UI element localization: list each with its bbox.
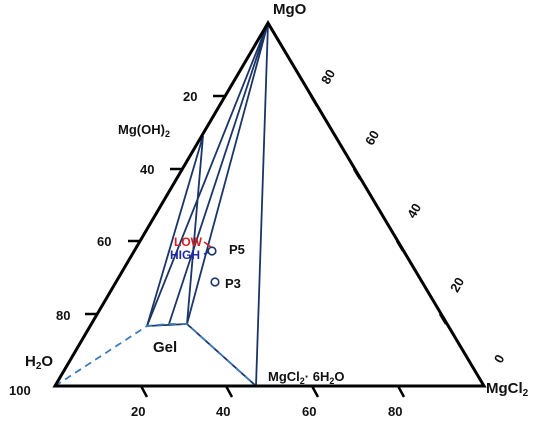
left-tick-label-40: 40 [140,162,154,177]
phase-line-mgo-to-gel-left [146,22,269,327]
point-p3-label: P3 [225,276,241,291]
vertex-label-mgo: MgO [273,1,307,18]
point-p5-label: P5 [229,242,245,257]
bottom-tick-label-20: 20 [131,404,145,419]
phase-line-mgoh2-to-gel [186,135,204,325]
left-axis-ticks [85,94,225,316]
left-tick-label-60: 60 [97,234,111,249]
bottom-tick-80 [396,385,406,398]
phase-line-mgoh2-to-water [146,135,204,327]
right-tick-label-60: 60 [362,128,382,148]
right-tick-label-20: 20 [447,275,467,295]
high-arrow [203,251,210,255]
low-arrow [203,241,212,248]
vertex-label-h2o-sub: 2 [36,361,42,372]
bottom-tick-40 [224,385,234,398]
bottom-tick-label-60: 60 [302,404,316,419]
gel-boundary-line [54,323,257,387]
left-tick-label-100: 100 [9,383,31,398]
right-tick-40 [395,240,405,252]
left-tick-label-20: 20 [183,89,197,104]
right-tick-label-40: 40 [404,201,424,221]
vertex-label-mgcl2-sub: 2 [523,388,529,399]
low-label: LOW [174,235,203,249]
mgcl2-hexahydrate-label: MgCl2· 6H2O [268,369,345,386]
bottom-tick-60 [310,385,320,398]
ternary-triangle [52,20,487,388]
vertex-label-h2o: H2O [25,353,53,372]
bottom-tick-label-80: 80 [388,404,402,419]
mgoh2-label: Mg(OH)2 [118,122,170,139]
phase-line-mgo-to-mgcl2-hydrate [255,22,269,387]
right-tick-80 [309,95,319,107]
point-p3-marker [210,277,220,287]
right-axis-ticks [309,95,448,325]
gel-label: Gel [153,339,177,356]
right-tick-20 [438,313,448,325]
phase-line-mgo-to-gel-mid [168,22,269,325]
vertex-label-mgcl2: MgCl2 [486,380,529,399]
phase-lines [146,22,269,387]
mgoh2-label-sub: 2 [165,129,170,139]
phase-line-mgo-to-gel-right [186,22,269,325]
left-tick-label-80: 80 [56,308,70,323]
bottom-axis-ticks [139,385,406,398]
bottom-tick-20 [139,385,149,398]
high-label: HIGH [170,248,200,262]
right-tick-60 [352,168,362,180]
bottom-tick-label-40: 40 [216,404,230,419]
point-p5-marker [207,246,217,256]
phase-line-gel-tie [146,323,188,327]
right-tick-label-0: 0 [491,352,508,366]
right-tick-label-80: 80 [318,67,338,87]
